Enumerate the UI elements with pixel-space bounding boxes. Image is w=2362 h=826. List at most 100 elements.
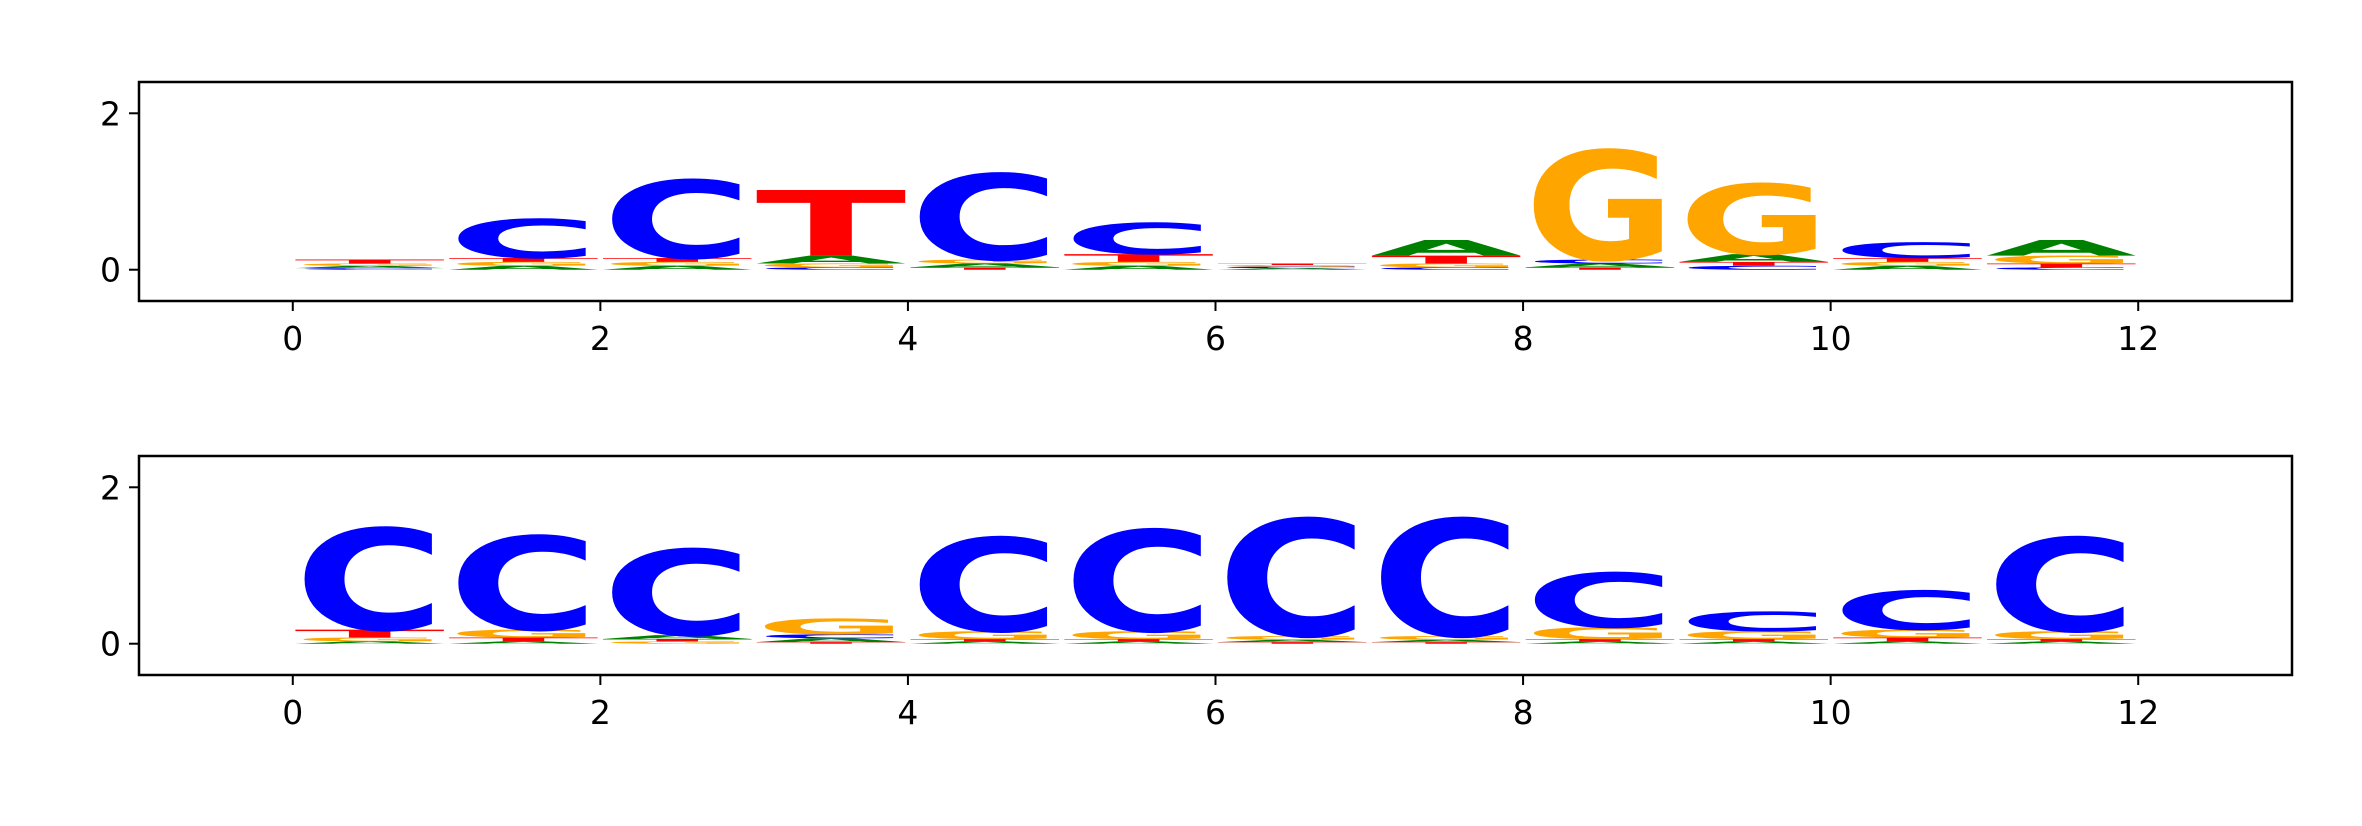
x-tick-label: 4: [897, 693, 918, 732]
logo-letter: G: [909, 629, 1060, 642]
logo-letter: G: [756, 262, 907, 268]
logo-letter: A: [1678, 252, 1829, 265]
logo-letter: G: [1832, 628, 1983, 641]
logo-letter: A: [756, 637, 907, 643]
logo-letter: A: [602, 634, 753, 640]
logo-letter: T: [1371, 642, 1522, 645]
logo-letter: G: [756, 615, 907, 640]
logo-letter: C: [1063, 215, 1214, 265]
logo-letter: T: [1832, 257, 1983, 263]
logo-letter: A: [1678, 641, 1829, 645]
logo-letter: G: [1371, 635, 1522, 641]
logo-letter: T: [602, 638, 753, 642]
logo-letter: C: [602, 160, 753, 284]
y-tick-label: 0: [100, 251, 121, 290]
logo-letter: A: [1063, 641, 1214, 645]
logo-letter: G: [1525, 624, 1676, 643]
x-tick-label: 8: [1513, 693, 1534, 732]
logo-letter: T: [1063, 638, 1214, 642]
logo-letter: A: [1986, 236, 2137, 261]
logo-letter: G: [294, 636, 445, 642]
x-tick-label: 10: [1810, 319, 1852, 358]
logo-letter: A: [1525, 641, 1676, 645]
logo-letter: G: [602, 641, 753, 645]
logo-letter: T: [294, 628, 446, 641]
x-tick-label: 6: [1205, 693, 1226, 732]
logo-letter: G: [1525, 122, 1676, 296]
x-tick-label: 4: [897, 319, 918, 358]
logo-letter: A: [1371, 639, 1522, 643]
logo-letter: C: [1986, 513, 2137, 663]
logo-letter: G: [1217, 265, 1368, 268]
logo-letter: A: [1217, 268, 1368, 271]
logo-letter: T: [448, 257, 599, 263]
logo-letter: G: [294, 263, 445, 267]
logo-letter: A: [448, 265, 599, 271]
logo-letter: T: [1217, 642, 1368, 645]
logo-letter: T: [1678, 638, 1829, 642]
logo-letter: T: [602, 257, 753, 263]
logo-letter: T: [756, 173, 907, 277]
logo-letter: G: [1063, 629, 1214, 642]
x-tick-label: 12: [2117, 693, 2159, 732]
logo-letter: G: [1371, 262, 1522, 268]
logo-letter: T: [756, 642, 907, 645]
logo-letter: A: [294, 265, 445, 269]
logo-letter: C: [448, 209, 599, 271]
logo-letter: A: [294, 641, 445, 645]
logo-letter: C: [756, 267, 907, 271]
logo-letter: C: [294, 500, 445, 663]
logo-letter: A: [448, 641, 599, 645]
logo-letter: A: [1371, 236, 1522, 261]
logo-letter: C: [1217, 487, 1368, 674]
logo-letter: T: [1217, 263, 1368, 266]
y-tick-label: 2: [100, 94, 121, 133]
logo-letter: G: [1678, 166, 1829, 278]
logo-letter: G: [448, 628, 599, 641]
logo-letter: G: [1832, 261, 1983, 267]
logo-letter: A: [1525, 262, 1676, 268]
logo-letter: G: [1063, 261, 1214, 267]
x-tick-label: 8: [1513, 319, 1534, 358]
logo-letter: C: [909, 513, 1060, 663]
logo-letter: A: [1217, 639, 1368, 643]
logo-letter: G: [448, 261, 599, 267]
logo-letter: G: [1986, 629, 2137, 642]
logo-letter: C: [448, 511, 599, 661]
logo-letter: C: [1832, 580, 1983, 642]
logo-letter: A: [1986, 641, 2137, 645]
logo-letter: A: [1063, 265, 1214, 271]
logo-letter: G: [909, 258, 1060, 264]
logo-letter: T: [1832, 636, 1983, 642]
logo-letter: C: [1986, 267, 2137, 271]
logo-letter: C: [1678, 265, 1829, 271]
logo-letter: C: [602, 526, 753, 663]
logo-letter: T: [1371, 254, 1523, 267]
logo-letter: C: [909, 151, 1060, 288]
logo-letter: T: [294, 258, 445, 264]
logo-letter: C: [294, 268, 445, 271]
logo-letter: C: [1063, 501, 1214, 664]
logo-letter: T: [909, 638, 1060, 642]
logo-letter: A: [909, 641, 1060, 645]
logo-letter: A: [1832, 641, 1983, 645]
logo-letter: C: [1371, 487, 1522, 674]
logo-letter: T: [1525, 267, 1676, 271]
logo-letter: A: [756, 254, 907, 267]
logo-letter: G: [1986, 254, 2137, 267]
logo-letter: C: [1678, 607, 1829, 638]
y-tick-label: 2: [100, 468, 121, 507]
logo-letter: C: [1832, 238, 1983, 263]
logo-letter: T: [1986, 262, 2137, 268]
logo-letter: T: [1986, 638, 2137, 642]
logo-letter: G: [1217, 635, 1368, 641]
y-tick-label: 0: [100, 625, 121, 664]
logo-letter: C: [1525, 558, 1676, 645]
logo-letter: C: [1371, 267, 1522, 271]
x-tick-label: 0: [282, 319, 303, 358]
logo-letter: A: [602, 265, 753, 271]
x-tick-label: 10: [1810, 693, 1852, 732]
x-tick-label: 2: [590, 693, 611, 732]
logo-letter: T: [1678, 261, 1829, 267]
